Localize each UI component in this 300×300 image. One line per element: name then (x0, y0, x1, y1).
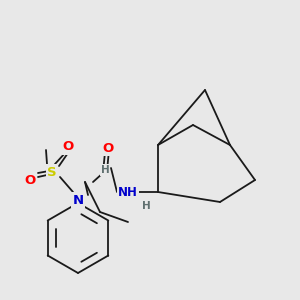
Text: H: H (100, 165, 109, 175)
Text: O: O (24, 173, 36, 187)
Text: NH: NH (118, 185, 138, 199)
Text: O: O (102, 142, 114, 154)
Text: N: N (72, 194, 84, 206)
Text: O: O (62, 140, 74, 154)
Text: H: H (142, 201, 150, 211)
Text: S: S (47, 166, 57, 178)
